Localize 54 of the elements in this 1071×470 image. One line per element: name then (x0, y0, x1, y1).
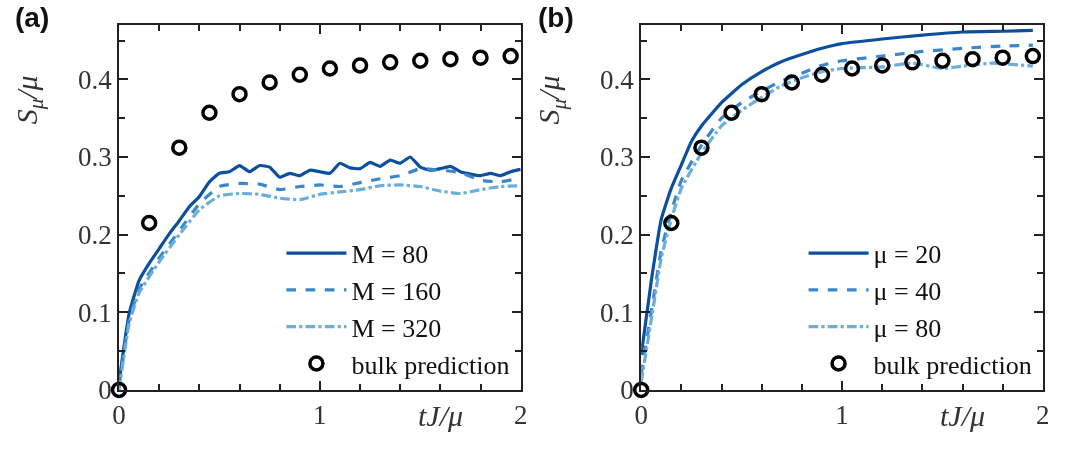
point (964, 50, 981, 68)
point (502, 47, 519, 65)
point (140, 214, 158, 232)
y-tick-label: 0.1 (77, 297, 112, 328)
point (873, 57, 891, 74)
point (442, 50, 459, 68)
point (904, 54, 921, 71)
x-tick-label: 2 (1036, 400, 1050, 431)
point (110, 381, 128, 399)
legend-label: M = 320 (351, 313, 442, 343)
y-tick-label: 0.3 (600, 142, 634, 173)
x-tick-label: 2 (513, 400, 528, 431)
y-tick-label: 0.2 (600, 220, 634, 251)
y-tick-label: 0 (620, 375, 634, 406)
x-tick-label: 1 (835, 400, 849, 431)
point (994, 49, 1011, 66)
x-axis-title: tJ/μ (940, 399, 986, 432)
point (843, 60, 861, 77)
point (783, 74, 801, 91)
point (693, 139, 710, 156)
point (1024, 47, 1042, 65)
point (291, 66, 309, 83)
point (723, 104, 740, 121)
y-tick-label: 0.2 (77, 220, 112, 251)
y-tick-label: 0 (98, 375, 112, 406)
point (472, 49, 489, 66)
legend-label: M = 80 (351, 240, 429, 270)
y-tick-label: 0.1 (600, 297, 634, 328)
point (663, 214, 680, 232)
legend-label: μ = 40 (873, 277, 942, 306)
chart-title: (b) (538, 2, 574, 33)
point (381, 54, 399, 71)
point (351, 57, 369, 74)
y-tick-label: 0.3 (77, 142, 112, 173)
y-tick-label: 0.4 (77, 64, 113, 95)
point (321, 60, 339, 77)
chart-title: (a) (15, 2, 50, 33)
point (171, 139, 188, 156)
point (201, 104, 218, 121)
point (753, 85, 770, 103)
x-axis-title: tJ/μ (418, 399, 464, 432)
point (412, 52, 429, 69)
x-tick-label: 1 (313, 400, 327, 431)
legend-label: bulk prediction (351, 350, 510, 380)
point (813, 66, 831, 83)
point (231, 85, 248, 103)
legend-label: M = 160 (351, 277, 442, 306)
legend-label: μ = 20 (873, 240, 942, 270)
point (934, 52, 951, 69)
legend-label: bulk prediction (873, 350, 1032, 380)
point (632, 381, 650, 399)
point (261, 74, 278, 91)
legend-label: μ = 80 (873, 313, 942, 343)
y-tick-label: 0.4 (600, 64, 635, 95)
